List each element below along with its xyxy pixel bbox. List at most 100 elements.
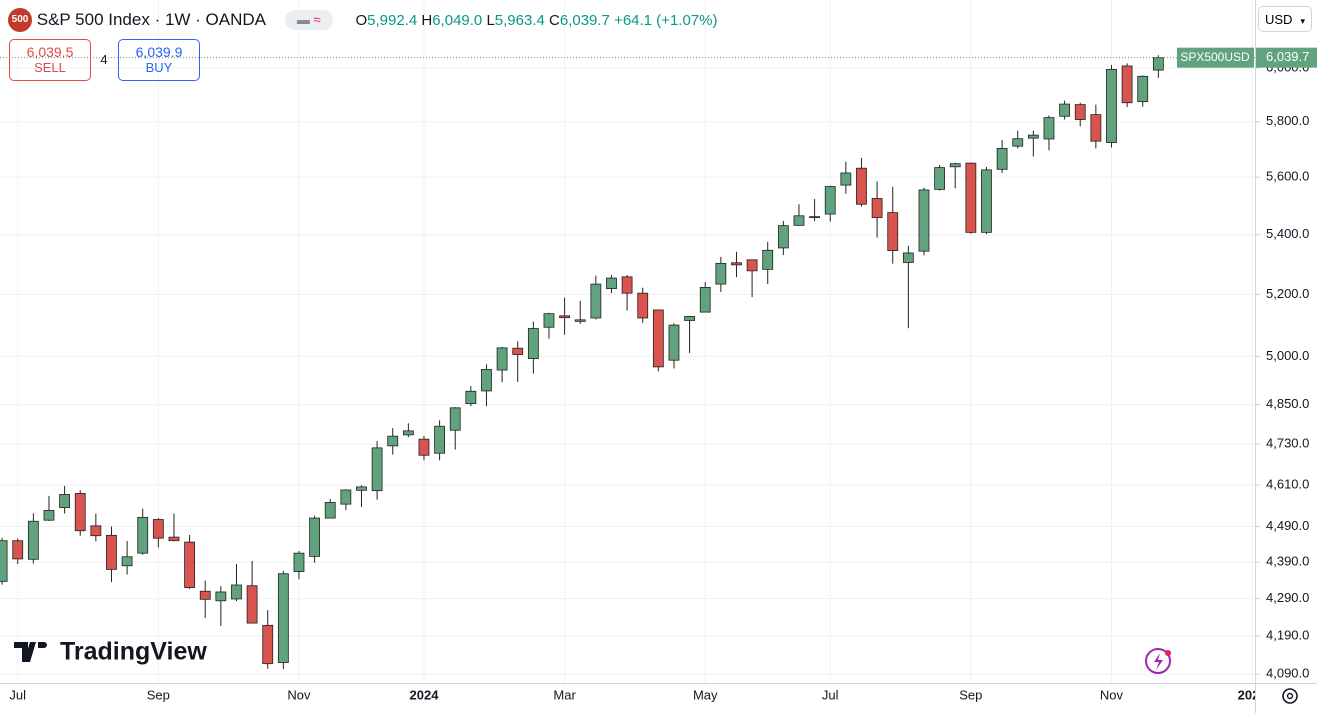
y-tick-label: 4,090.0 (1266, 666, 1309, 681)
ohlc-value: 6,049.0 (432, 11, 483, 29)
candle-body (434, 425, 446, 454)
candle-body (12, 540, 24, 560)
y-tick-label: 4,730.0 (1266, 436, 1309, 451)
candle-body (684, 316, 695, 321)
candle-body (324, 502, 336, 519)
candle-body (746, 259, 758, 272)
currency: USD (1265, 12, 1293, 27)
y-tick-label: 5,400.0 (1266, 226, 1309, 241)
candle-body (543, 313, 555, 328)
candle-body (1152, 57, 1164, 71)
price-label: 6,039.7 (1266, 49, 1309, 64)
sell-price: 6,039.5 (26, 44, 74, 60)
candle-body (340, 489, 352, 505)
candle-body (481, 369, 492, 392)
candle-body (1012, 138, 1024, 147)
candle-body (277, 573, 289, 663)
candle-body (934, 167, 945, 190)
y-tick-label: 4,390.0 (1266, 554, 1309, 569)
x-tick-label: 2024 (410, 687, 440, 702)
indicator-toggle[interactable]: ▬ ≈ (284, 10, 333, 30)
candle-body (309, 517, 321, 557)
ohlc-key: O (355, 11, 368, 29)
candle-body (652, 309, 664, 368)
buy-price: 6,039.9 (135, 44, 183, 60)
candle-body (0, 540, 8, 582)
x-tick-label: Jul (822, 687, 839, 702)
candle-body (1137, 75, 1149, 103)
candle-body (996, 147, 1008, 170)
candle-body (762, 249, 774, 270)
candle-body (496, 347, 508, 371)
y-tick-label: 4,190.0 (1266, 627, 1309, 642)
y-tick-label: 4,850.0 (1266, 396, 1309, 411)
candle-body (418, 438, 430, 456)
candle-body (262, 624, 274, 665)
currency-dropdown[interactable]: USD ▾ (1258, 6, 1312, 32)
candle-body (43, 510, 55, 521)
ohlc-value: 5,992.4 (367, 11, 418, 29)
ohlc-key: H (421, 11, 433, 29)
candle-body (902, 252, 914, 263)
candle-body (152, 519, 164, 539)
candle-body (184, 541, 196, 588)
candle-body (1059, 103, 1070, 117)
x-tick-label: Nov (287, 687, 311, 702)
x-tick-label: Mar (553, 687, 576, 702)
candle-body (215, 591, 227, 602)
candle-body (90, 525, 102, 537)
candle-body (199, 590, 211, 600)
y-tick-label: 5,800.0 (1266, 113, 1309, 128)
candle-body (949, 163, 961, 168)
candle-body (1106, 69, 1117, 143)
candle-body (965, 162, 977, 233)
alert-icon[interactable] (1145, 648, 1171, 674)
candle-body (527, 328, 539, 360)
buy-button[interactable]: 6,039.9 BUY (118, 39, 200, 81)
price-label-bg (1256, 47, 1317, 68)
sell-button[interactable]: 6,039.5 SELL (9, 39, 91, 81)
x-tick-label: Sep (959, 687, 982, 702)
candle-body (356, 486, 367, 491)
candle-body (559, 315, 570, 319)
candle-body (59, 494, 70, 509)
ohlc-key: C (549, 11, 560, 29)
symbol-tag-bg (1177, 47, 1254, 68)
ohlc-value: 6,039.7 (559, 11, 610, 29)
sell-label: SELL (34, 60, 66, 75)
candle-body (1121, 65, 1133, 104)
candle-body (699, 287, 711, 313)
ohlc-key: L (486, 11, 495, 29)
candle-body (871, 198, 883, 218)
candle-body (715, 262, 727, 285)
y-tick-label: 4,490.0 (1266, 518, 1309, 533)
symbol-tag: SPX500USD (1180, 50, 1250, 64)
x-tick-label: Jul (9, 687, 26, 702)
settings-icon[interactable] (1282, 688, 1298, 704)
ohlc-change: +64.1 (+1.07%) (614, 11, 718, 29)
candle-body (809, 216, 820, 219)
x-tick-label: Sep (147, 687, 170, 702)
candle-body (449, 407, 461, 431)
ohlc-value: 5,963.4 (494, 11, 545, 29)
y-tick-label: 4,610.0 (1266, 476, 1309, 491)
candle-body (231, 584, 242, 600)
candle-body (1090, 114, 1102, 142)
candle-body (887, 212, 899, 251)
candle-body (465, 390, 477, 404)
candle-body (590, 283, 602, 319)
logo-text: TradingView (60, 638, 207, 666)
header: 500 S&P 500 Index · 1W · OANDA ▬ ≈ O5,99… (8, 8, 717, 32)
candle-body (574, 319, 586, 322)
candle-body (402, 430, 414, 436)
candle-body (512, 347, 524, 355)
candle-body (293, 552, 305, 572)
candle-body (840, 172, 852, 186)
candle-body (387, 435, 399, 447)
candle-body (74, 493, 86, 532)
x-tick-label: May (693, 687, 718, 702)
y-tick-label: 5,600.0 (1266, 169, 1309, 184)
candle-body (371, 447, 383, 492)
y-tick-label: 5,000.0 (1266, 348, 1309, 363)
